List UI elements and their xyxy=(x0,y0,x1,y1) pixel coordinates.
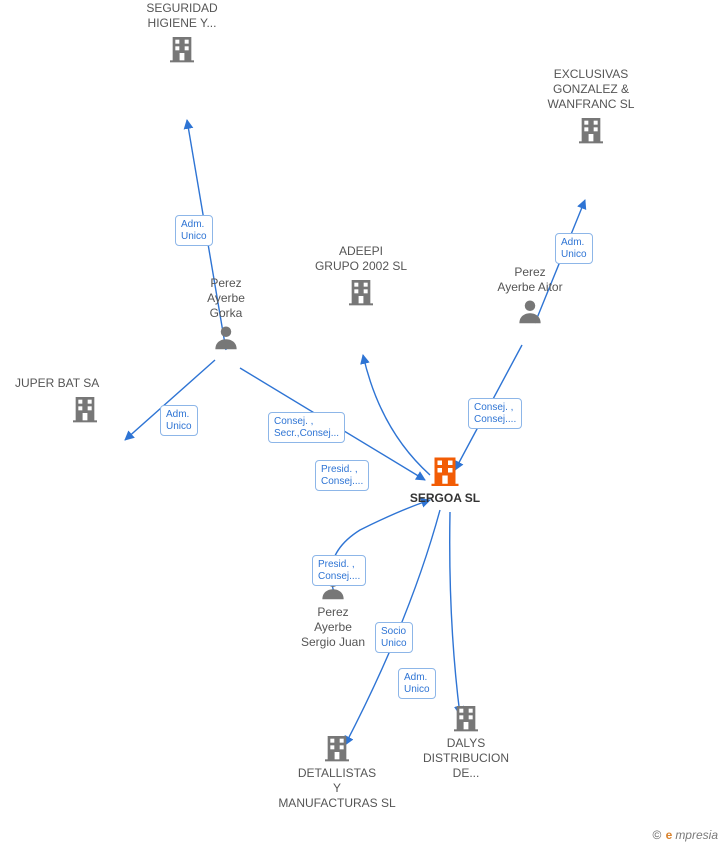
edge xyxy=(450,512,460,715)
node-label: PerezAyerbeGorka xyxy=(156,276,296,321)
edge-label: Adm.Unico xyxy=(398,668,436,699)
edge-label: Adm.Unico xyxy=(160,405,198,436)
node-exclusivas: EXCLUSIVASGONZALEZ &WANFRANC SL xyxy=(521,67,661,146)
building-icon xyxy=(450,702,482,734)
edge-label: Consej. ,Secr.,Consej... xyxy=(268,412,345,443)
person-icon xyxy=(515,297,545,327)
node-label: DETALLISTASYMANUFACTURAS SL xyxy=(267,766,407,811)
building-icon xyxy=(345,276,377,308)
node-sergoa: SERGOA SL xyxy=(375,453,515,506)
building-icon xyxy=(69,393,101,425)
node-label: JUPER BAT SA xyxy=(15,376,155,391)
node-adeepi: ADEEPIGRUPO 2002 SL xyxy=(291,244,431,308)
person-icon xyxy=(211,323,241,353)
node-dalys: DALYSDISTRIBUCIONDE... xyxy=(396,702,536,781)
node-label: DALYSDISTRIBUCIONDE... xyxy=(396,736,536,781)
copyright-symbol: © xyxy=(652,828,661,842)
edge-label: Presid. ,Consej.... xyxy=(312,555,366,586)
node-aitor: PerezAyerbe Aitor xyxy=(460,265,600,327)
node-label: PerezAyerbe Aitor xyxy=(460,265,600,295)
node-label: EXCLUSIVASGONZALEZ &WANFRANC SL xyxy=(521,67,661,112)
edge-label: SocioUnico xyxy=(375,622,413,653)
brand-rest: mpresia xyxy=(675,828,718,842)
node-gorka: PerezAyerbeGorka xyxy=(156,276,296,353)
building-icon xyxy=(575,114,607,146)
building-icon xyxy=(427,453,463,489)
edge-label: Consej. ,Consej.... xyxy=(468,398,522,429)
building-icon xyxy=(321,732,353,764)
node-label: ABIATUSEGURIDADHIGIENE Y... xyxy=(112,0,252,31)
watermark: © empresia xyxy=(652,828,718,842)
node-label: ADEEPIGRUPO 2002 SL xyxy=(291,244,431,274)
brand-first-letter: e xyxy=(666,828,673,842)
edge-label: Adm.Unico xyxy=(555,233,593,264)
node-detallistas: DETALLISTASYMANUFACTURAS SL xyxy=(267,732,407,811)
node-label: SERGOA SL xyxy=(375,491,515,506)
edge-label: Presid. ,Consej.... xyxy=(315,460,369,491)
building-icon xyxy=(166,33,198,65)
node-juper: JUPER BAT SA xyxy=(15,376,155,425)
edge-label: Adm.Unico xyxy=(175,215,213,246)
node-abiatu: ABIATUSEGURIDADHIGIENE Y... xyxy=(112,0,252,65)
